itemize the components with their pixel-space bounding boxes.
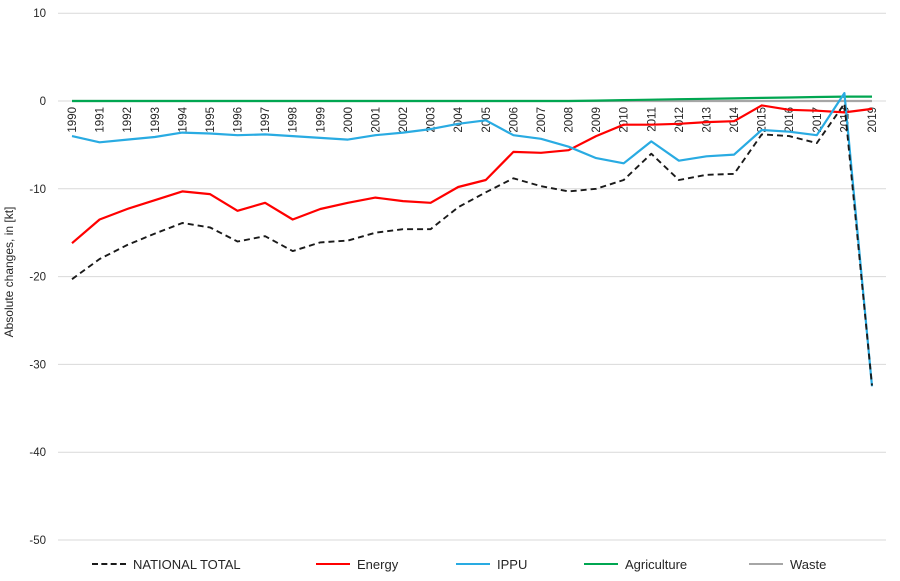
x-tick-label: 2012 (674, 107, 686, 133)
legend-item-agriculture: Agriculture (584, 551, 687, 577)
legend-label: Energy (357, 556, 399, 572)
x-tick-label: 1999 (315, 107, 327, 133)
x-tick-label: 1992 (122, 107, 134, 133)
ippu-line-swatch (456, 563, 490, 565)
y-tick-label: 10 (33, 8, 46, 20)
legend-item-national-total: NATIONAL TOTAL (92, 551, 241, 577)
x-tick-label: 1997 (260, 107, 272, 133)
x-tick-label: 2009 (591, 107, 603, 133)
series-lines (71, 91, 874, 387)
legend-item-waste: Waste (749, 551, 826, 577)
series-line-agriculture (72, 95, 872, 103)
legend: NATIONAL TOTAL Energy IPPU Agriculture W… (0, 551, 900, 577)
x-tick-label: 2016 (784, 107, 796, 133)
x-tick-label: 2007 (536, 107, 548, 133)
y-axis-tick-labels: 10 0 -10 -20 -30 -40 -50 (29, 8, 46, 547)
gridlines (58, 12, 886, 541)
series-line-ippu (71, 91, 874, 387)
plot-svg: 10 0 -10 -20 -30 -40 -50 Absolute changes, in … (2, 8, 886, 547)
x-tick-label: 1995 (205, 107, 217, 133)
x-tick-label: 2001 (370, 107, 382, 133)
legend-label: IPPU (497, 556, 528, 572)
x-tick-label: 1996 (233, 107, 245, 133)
x-tick-label: 2013 (701, 107, 713, 133)
y-tick-label: -20 (29, 272, 46, 284)
legend-label: NATIONAL TOTAL (133, 556, 241, 572)
x-tick-label: 2006 (508, 107, 520, 133)
x-tick-label: 2004 (453, 106, 465, 132)
x-tick-label: 1993 (150, 107, 162, 133)
series-line-national-total (71, 102, 873, 386)
x-tick-label: 2010 (619, 107, 631, 133)
legend-label: Waste (790, 556, 827, 572)
national-total-line-swatch (92, 563, 126, 565)
legend-label: Agriculture (625, 556, 688, 572)
x-tick-label: 1994 (177, 106, 189, 132)
legend-item-ippu: IPPU (456, 551, 527, 577)
y-tick-label: -50 (29, 535, 46, 547)
legend-item-energy: Energy (316, 551, 398, 577)
x-tick-label: 2002 (398, 107, 410, 133)
x-tick-label: 2000 (343, 107, 355, 133)
agriculture-line-swatch (584, 563, 618, 565)
x-tick-label: 2011 (646, 107, 658, 132)
x-axis-tick-labels: 1990 1991 1992 1993 1994 1995 1996 1997 1998 1999… (67, 106, 879, 132)
y-axis-title: Absolute changes, in [kt] (2, 207, 16, 338)
y-tick-label: -40 (29, 447, 46, 459)
x-tick-label: 1991 (95, 107, 107, 133)
x-tick-label: 2008 (564, 107, 576, 133)
series-line-energy (71, 104, 873, 245)
y-tick-label: 0 (40, 96, 46, 108)
x-tick-label: 2017 (812, 107, 824, 133)
x-tick-label: 2003 (426, 107, 438, 133)
y-tick-label: -10 (29, 184, 46, 196)
x-tick-label: 2015 (757, 107, 769, 133)
energy-line-swatch (316, 563, 350, 565)
y-tick-label: -30 (29, 359, 46, 371)
x-tick-label: 1990 (67, 107, 79, 133)
waste-line-swatch (749, 563, 783, 565)
x-tick-label: 1998 (288, 107, 300, 133)
x-tick-label: 2019 (867, 107, 879, 133)
